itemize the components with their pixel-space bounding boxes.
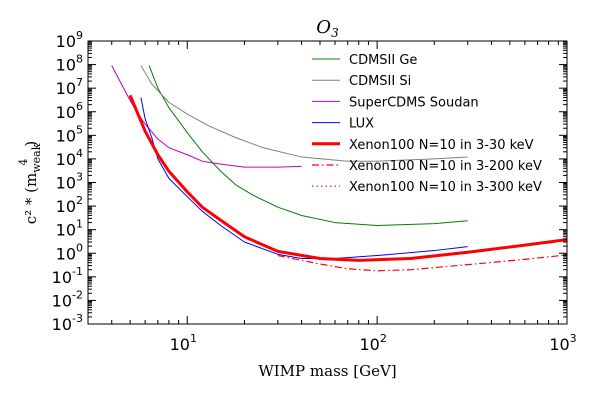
y-tick-label: 102 [56,194,83,216]
x-tick-label: 101 [170,332,197,354]
legend-label-1: CDMSII Ge [349,53,417,68]
legend-label-3: SuperCDMS Soudan [349,95,479,110]
axes [87,40,568,325]
legend-label-5: Xenon100 N=10 in 3-30 keV [349,138,534,153]
y-tick-label: 106 [56,100,83,122]
y-tick-label: 10-1 [52,265,83,287]
legend-label-2: CDMSII Si [349,74,411,89]
y-tick-label: 109 [56,29,83,51]
series-line-3 [111,65,302,168]
x-axis-label: WIMP mass [GeV] [258,362,396,380]
legend: CDMSII Ge CDMSII Si SuperCDMS Soudan LUX Xen… [312,53,542,195]
chart-title-text: O3 [316,17,339,40]
plot-background [88,41,567,324]
series-layer [111,65,567,272]
y-tick-label: 104 [56,147,83,169]
chart-title: O3 [316,17,339,40]
plot-area [88,41,567,324]
y-tick-label: 10-3 [52,312,83,334]
x-tick-label: 102 [359,332,386,354]
y-tick-label: 100 [56,241,83,263]
legend-label-7: Xenon100 N=10 in 3-300 keV [349,180,542,195]
y-axis-label: c² * (mweak4) [17,141,43,225]
axis-labels: 101 102 10310-310-210-11001011021031041051… [17,29,577,380]
x-tick-label: 103 [549,332,576,354]
series-line-2 [140,65,468,162]
legend-label-4: LUX [349,117,374,132]
series-line-5 [128,94,567,262]
y-tick-label: 107 [56,76,83,98]
y-tick-label: 10-2 [52,288,83,310]
y-tick-label: 103 [56,171,83,193]
series-line-6 [277,254,567,272]
y-tick-label: 108 [56,53,83,75]
y-tick-label: 101 [56,218,83,240]
series-line-1 [148,65,468,227]
y-tick-label: 105 [56,123,83,145]
legend-label-6: Xenon100 N=10 in 3-200 keV [349,159,542,174]
